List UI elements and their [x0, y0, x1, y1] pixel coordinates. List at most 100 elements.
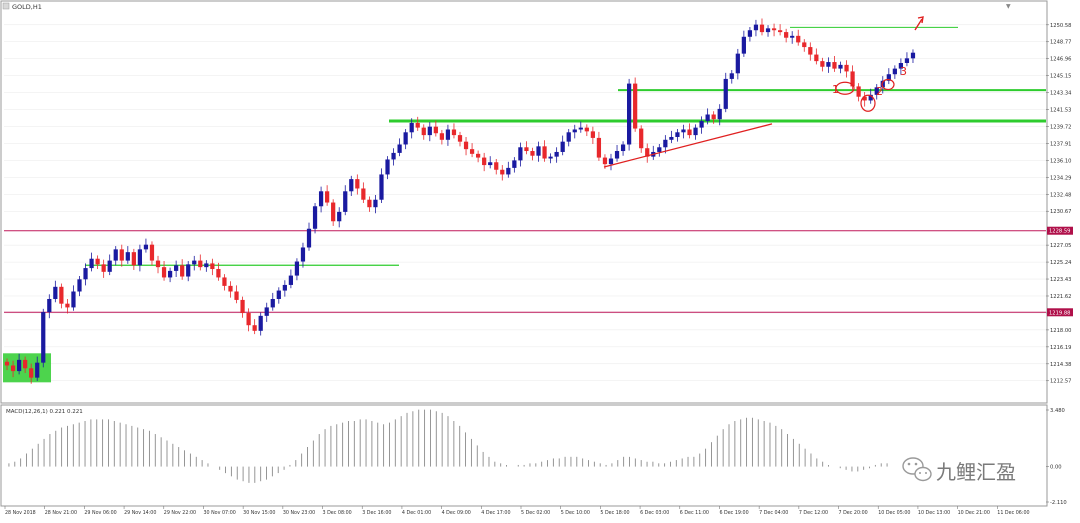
x-tick-label: 29 Nov 06:00 — [84, 510, 116, 516]
candle-body — [16, 359, 22, 372]
price-badge — [1047, 308, 1073, 317]
candle-body — [645, 148, 650, 157]
candle-body — [814, 54, 819, 62]
x-tick-label: 5 Dec 18:00 — [600, 510, 629, 516]
candle-body — [355, 179, 360, 189]
x-tick-label: 4 Dec 09:00 — [442, 510, 471, 516]
y-tick-label: 1227.05 — [1050, 243, 1071, 249]
candle-body — [186, 264, 191, 277]
candle-body — [741, 36, 746, 54]
candle-body — [904, 58, 910, 63]
y-tick-label: 1248.77 — [1050, 40, 1071, 46]
annotation-label: 3 — [900, 65, 907, 78]
candle-body — [451, 129, 457, 136]
candle-body — [705, 114, 710, 122]
candle-body — [826, 62, 831, 67]
price-axis: 1250.58 1248.77 1246.96 1245.15 1243.34 1241.… — [1046, 23, 1073, 506]
collapse-marker-icon[interactable]: ▼ — [1006, 3, 1011, 10]
candle-body — [602, 157, 608, 165]
candle-body — [349, 179, 354, 192]
x-tick-label: 6 Dec 11:00 — [680, 510, 709, 516]
annotation-circle-3 — [881, 78, 895, 91]
candle-body — [482, 157, 487, 166]
candle-body — [669, 136, 674, 140]
candle-body — [560, 141, 565, 152]
candle-body — [892, 68, 897, 75]
x-tick-label: 3 Dec 16:00 — [362, 510, 391, 516]
candle-body — [506, 167, 511, 175]
candle-body — [777, 30, 783, 33]
candle-body — [681, 129, 686, 133]
candle-body — [23, 359, 28, 369]
macd-y-tick-label: -2.110 — [1050, 500, 1067, 506]
candle-body — [143, 244, 149, 250]
candle-body — [222, 277, 227, 286]
candle-body — [457, 135, 463, 142]
candle-body — [542, 146, 547, 159]
candle-body — [288, 275, 294, 285]
candle-body — [868, 94, 873, 101]
candle-body — [802, 42, 807, 48]
candle-body — [717, 108, 722, 120]
x-tick-label: 6 Dec 03:00 — [640, 510, 669, 516]
candle-body — [729, 73, 734, 79]
candle-body — [500, 169, 505, 175]
annotation-circle-1 — [835, 81, 855, 95]
y-tick-label: 1250.58 — [1050, 23, 1071, 29]
candle-body — [639, 128, 644, 149]
candle-body — [137, 249, 143, 266]
y-tick-label: 1223.43 — [1050, 277, 1071, 283]
candle-body — [844, 64, 849, 72]
candle-body — [95, 258, 100, 265]
candle-body — [264, 307, 269, 316]
candle-body — [657, 147, 662, 152]
x-tick-label: 11 Dec 06:00 — [997, 510, 1029, 516]
x-tick-label: 30 Nov 15:00 — [243, 510, 275, 516]
y-tick-label: 1221.62 — [1050, 294, 1071, 300]
candle-body — [83, 268, 88, 280]
candle-body — [367, 199, 372, 208]
candle-body — [167, 270, 173, 278]
up-arrow-shaft — [914, 18, 923, 31]
y-tick-label: 1236.10 — [1050, 158, 1071, 164]
candle-body — [192, 260, 197, 265]
macd-title: MACD(12,26,1) 0.221 0.221 — [6, 409, 83, 415]
x-tick-label: 10 Dec 05:00 — [878, 510, 910, 516]
candle-body — [759, 24, 765, 33]
candle-body — [862, 96, 867, 101]
candle-body — [476, 153, 481, 158]
candle-body — [71, 291, 76, 308]
y-tick-label: 1218.00 — [1050, 328, 1071, 334]
y-tick-label: 1214.38 — [1050, 362, 1071, 368]
macd-y-tick-label: 0.00 — [1050, 465, 1062, 471]
symbol-title: GOLD,H1 — [12, 3, 42, 11]
candle-body — [524, 147, 529, 152]
y-tick-label: 1245.15 — [1050, 74, 1071, 80]
candle-body — [590, 131, 595, 138]
candle-body — [403, 132, 408, 145]
candle-body — [149, 244, 155, 261]
price-panel-frame — [0, 0, 1048, 404]
candle-body — [258, 315, 263, 331]
candle-body — [512, 160, 517, 168]
candle-body — [270, 298, 275, 308]
candle-body — [614, 151, 620, 159]
y-tick-label: 1225.24 — [1050, 260, 1072, 266]
candle-body — [35, 362, 40, 378]
candle-body — [228, 285, 233, 292]
y-tick-label: 1246.96 — [1050, 57, 1071, 63]
candle-body — [89, 258, 94, 269]
candle-body — [240, 299, 245, 314]
chart-title: GOLD,H1 — [2, 2, 42, 11]
candle-body — [693, 127, 698, 136]
y-tick-label: 1216.19 — [1050, 345, 1071, 351]
candle-body — [469, 149, 475, 154]
candle-body — [276, 290, 281, 299]
x-tick-label: 29 Nov 22:00 — [164, 510, 196, 516]
candle-body — [41, 312, 46, 363]
candle-body — [771, 28, 777, 31]
candle-body — [699, 121, 704, 128]
candle-body — [494, 162, 499, 170]
